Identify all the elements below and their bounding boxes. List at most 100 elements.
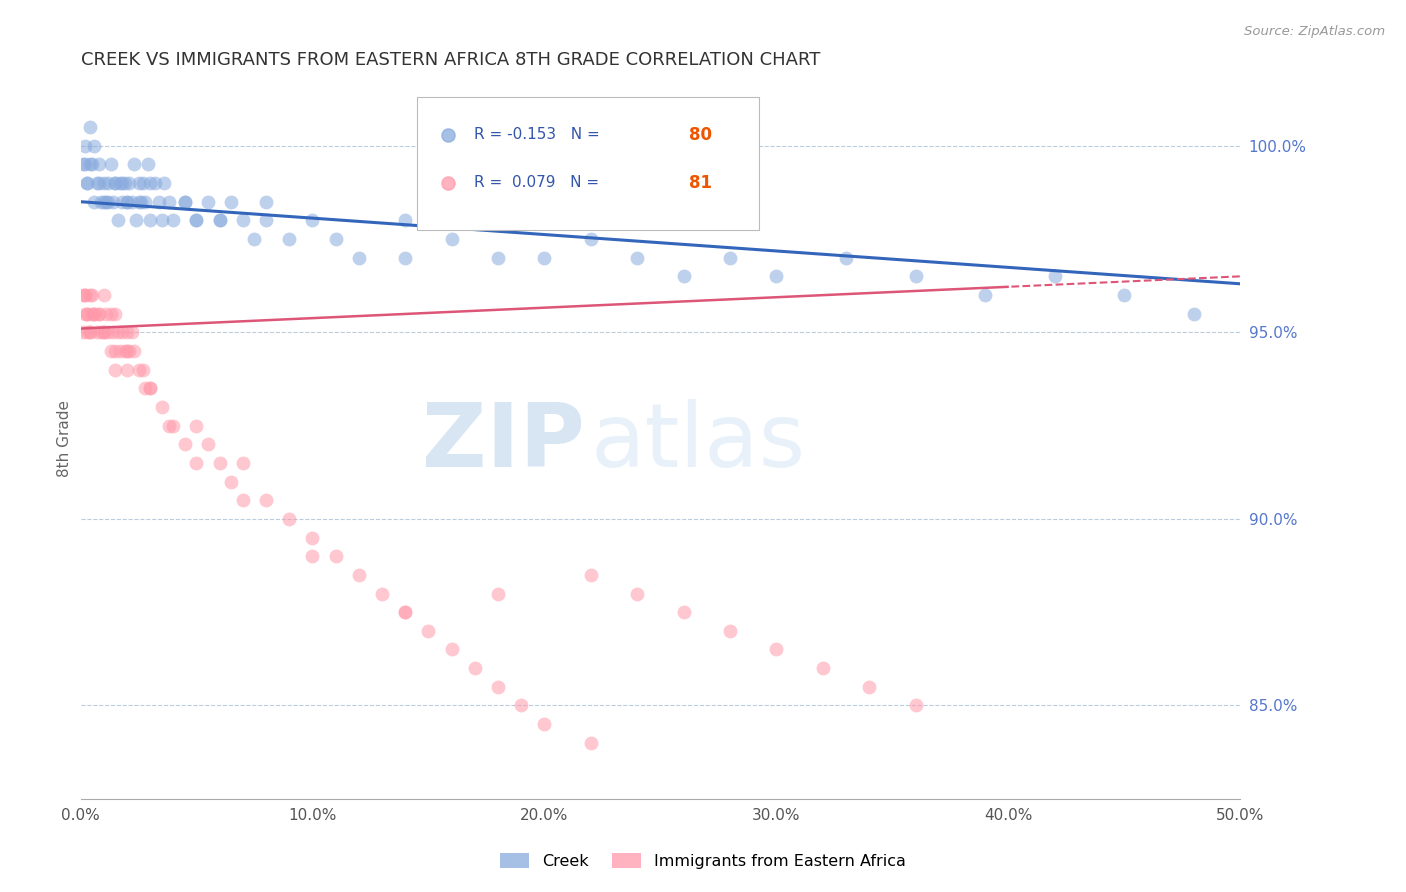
Point xyxy=(579,567,602,582)
Point xyxy=(83,194,105,209)
Point xyxy=(672,605,695,619)
Point xyxy=(174,194,197,209)
Point xyxy=(765,642,787,657)
Point xyxy=(197,437,219,451)
Point xyxy=(718,251,741,265)
Point xyxy=(115,326,138,340)
Point xyxy=(672,269,695,284)
Point xyxy=(79,326,101,340)
Point xyxy=(76,176,98,190)
Point xyxy=(72,326,94,340)
Point xyxy=(93,326,115,340)
Point xyxy=(97,176,120,190)
Point xyxy=(139,381,162,395)
Point xyxy=(1114,288,1136,302)
Point xyxy=(90,326,112,340)
Point xyxy=(115,362,138,376)
Point xyxy=(115,194,138,209)
Point xyxy=(104,176,127,190)
Point xyxy=(79,288,101,302)
Point xyxy=(835,251,858,265)
Text: CREEK VS IMMIGRANTS FROM EASTERN AFRICA 8TH GRADE CORRELATION CHART: CREEK VS IMMIGRANTS FROM EASTERN AFRICA … xyxy=(80,51,820,69)
Point xyxy=(83,138,105,153)
Point xyxy=(186,213,208,227)
Point xyxy=(100,343,122,358)
Point xyxy=(394,605,416,619)
Point xyxy=(418,624,440,638)
Point xyxy=(136,157,159,171)
Point xyxy=(765,269,787,284)
Point xyxy=(100,307,122,321)
Point xyxy=(197,194,219,209)
Text: R = -0.153   N =: R = -0.153 N = xyxy=(474,128,605,142)
Y-axis label: 8th Grade: 8th Grade xyxy=(58,401,72,477)
Point xyxy=(121,194,143,209)
Text: atlas: atlas xyxy=(591,399,806,486)
Point xyxy=(464,661,486,675)
Point xyxy=(533,251,555,265)
Point xyxy=(186,418,208,433)
Point xyxy=(104,343,127,358)
Point xyxy=(108,176,131,190)
Point xyxy=(83,307,105,321)
Point xyxy=(301,213,323,227)
Point xyxy=(219,194,242,209)
Point xyxy=(114,176,136,190)
Point xyxy=(858,680,880,694)
Point xyxy=(579,736,602,750)
Point xyxy=(75,288,97,302)
Point xyxy=(129,194,152,209)
Point xyxy=(254,493,277,508)
Point xyxy=(626,586,648,600)
Point xyxy=(134,194,156,209)
Text: ZIP: ZIP xyxy=(422,399,585,486)
Point xyxy=(100,157,122,171)
Point xyxy=(325,232,347,246)
FancyBboxPatch shape xyxy=(416,96,759,230)
Point xyxy=(76,307,98,321)
Point xyxy=(486,586,509,600)
Point xyxy=(139,381,162,395)
Point xyxy=(440,232,463,246)
Point xyxy=(86,176,108,190)
Point xyxy=(128,176,150,190)
Point xyxy=(118,343,141,358)
Point xyxy=(904,698,927,713)
Point xyxy=(97,194,120,209)
Legend: Creek, Immigrants from Eastern Africa: Creek, Immigrants from Eastern Africa xyxy=(494,847,912,875)
Point xyxy=(128,362,150,376)
Point xyxy=(111,326,134,340)
Point xyxy=(254,194,277,209)
Point xyxy=(72,157,94,171)
Point xyxy=(186,456,208,470)
Point xyxy=(243,232,266,246)
Point xyxy=(139,176,162,190)
Point xyxy=(93,176,115,190)
Point xyxy=(150,213,173,227)
Text: 81: 81 xyxy=(689,174,713,192)
Text: R =  0.079   N =: R = 0.079 N = xyxy=(474,176,603,191)
Point xyxy=(394,213,416,227)
Point xyxy=(1043,269,1066,284)
Point xyxy=(132,362,155,376)
Point xyxy=(122,343,145,358)
Point xyxy=(72,288,94,302)
Point xyxy=(94,307,117,321)
Point xyxy=(139,213,162,227)
Point xyxy=(87,157,110,171)
Point xyxy=(510,698,533,713)
Point xyxy=(162,213,184,227)
Point xyxy=(143,176,166,190)
Point xyxy=(486,680,509,694)
Point xyxy=(394,251,416,265)
Point xyxy=(111,194,134,209)
Point xyxy=(82,157,104,171)
Point xyxy=(301,549,323,564)
Point xyxy=(904,269,927,284)
Point xyxy=(82,288,104,302)
Point xyxy=(371,586,394,600)
Point xyxy=(626,251,648,265)
Point xyxy=(76,326,98,340)
Point xyxy=(974,288,997,302)
Point xyxy=(86,326,108,340)
